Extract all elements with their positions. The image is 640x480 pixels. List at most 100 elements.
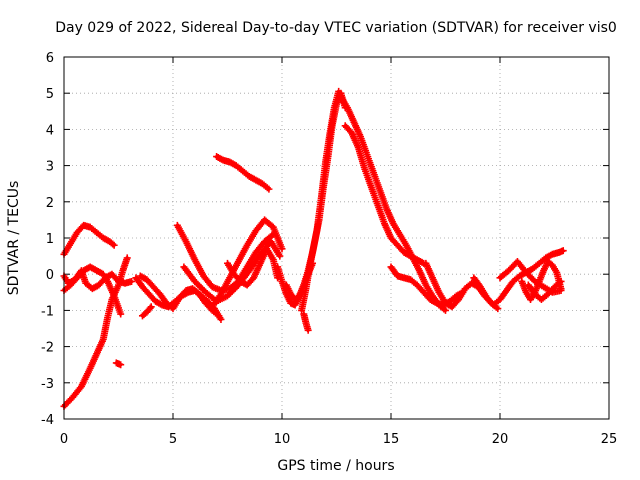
data-point — [524, 270, 528, 274]
data-point — [119, 363, 123, 367]
data-point — [537, 261, 541, 265]
data-point — [317, 218, 321, 222]
data-point — [236, 283, 240, 287]
data-point — [215, 154, 219, 159]
data-point — [478, 285, 482, 289]
data-point — [210, 305, 214, 309]
data-point — [121, 268, 125, 273]
data-point — [201, 274, 206, 278]
data-point — [182, 265, 186, 269]
data-point — [358, 135, 363, 139]
data-point — [437, 290, 441, 294]
data-point — [371, 171, 376, 175]
data-point — [531, 267, 535, 271]
data-point — [430, 276, 435, 280]
data-point — [472, 276, 476, 280]
data-point — [496, 306, 500, 311]
data-point — [147, 292, 151, 296]
data-point — [544, 256, 548, 260]
data-point — [470, 281, 474, 285]
data-point — [542, 285, 546, 289]
series-markers — [470, 247, 567, 309]
data-point — [116, 279, 121, 284]
data-point — [289, 301, 293, 305]
series-trace-12 — [213, 153, 273, 193]
data-point — [228, 160, 232, 164]
data-point — [95, 230, 99, 235]
data-point — [424, 283, 428, 287]
data-point — [552, 285, 557, 289]
data-point — [555, 270, 559, 274]
series-trace-19 — [341, 122, 428, 267]
data-point — [82, 223, 86, 227]
data-point — [271, 225, 275, 229]
data-point — [334, 102, 339, 106]
data-point — [260, 182, 264, 186]
data-point — [68, 241, 73, 246]
data-point — [245, 283, 249, 287]
y-tick-label: 5 — [46, 87, 54, 102]
data-point — [238, 279, 243, 284]
data-point — [435, 301, 439, 305]
data-point — [184, 288, 188, 293]
data-point — [498, 276, 502, 280]
data-point — [339, 95, 343, 99]
data-point — [138, 274, 142, 278]
x-tick-label: 5 — [169, 432, 177, 447]
data-point — [402, 276, 406, 280]
data-point — [356, 145, 360, 150]
data-point — [129, 279, 134, 284]
data-point — [95, 352, 99, 356]
data-point — [71, 395, 75, 399]
data-point — [430, 294, 435, 298]
data-point — [297, 294, 302, 298]
data-point — [245, 265, 249, 269]
data-point — [252, 276, 256, 280]
data-point — [245, 243, 249, 247]
data-point — [300, 308, 304, 312]
data-point — [546, 292, 550, 296]
data-point — [108, 240, 112, 244]
data-point — [450, 305, 454, 309]
data-point — [84, 281, 88, 285]
plot-frame — [63, 56, 610, 420]
data-point — [409, 278, 413, 282]
series-markers — [112, 359, 125, 369]
data-point — [306, 328, 310, 332]
data-point — [254, 229, 258, 233]
data-point — [389, 265, 393, 269]
data-point — [511, 279, 515, 284]
data-point — [395, 274, 400, 278]
data-point — [134, 276, 138, 280]
data-point — [365, 153, 369, 157]
data-point — [101, 236, 105, 240]
data-point — [533, 290, 537, 294]
data-point — [289, 292, 293, 296]
data-point — [276, 265, 280, 269]
data-point — [326, 156, 330, 160]
y-tick-label: -1 — [41, 304, 54, 319]
data-point — [106, 316, 110, 320]
data-point — [164, 301, 169, 305]
data-point — [280, 279, 284, 284]
x-tick-label: 0 — [60, 432, 68, 447]
data-point — [221, 158, 225, 162]
data-point — [140, 314, 145, 318]
data-point — [415, 258, 419, 262]
data-point — [101, 272, 105, 276]
data-point — [204, 301, 208, 305]
data-point — [398, 232, 402, 236]
chart-title: Day 029 of 2022, Sidereal Day-to-day VTE… — [55, 20, 617, 36]
data-point — [404, 243, 408, 247]
y-tick-label: -2 — [41, 341, 54, 356]
data-point — [177, 296, 182, 300]
data-point — [247, 174, 251, 179]
series-markers — [298, 89, 349, 314]
x-tick-label: 10 — [274, 432, 291, 447]
data-point — [389, 236, 393, 240]
data-point — [153, 299, 158, 303]
data-point — [391, 221, 395, 226]
data-point — [304, 321, 308, 325]
data-point — [526, 283, 530, 287]
series-trace-4 — [112, 359, 125, 369]
